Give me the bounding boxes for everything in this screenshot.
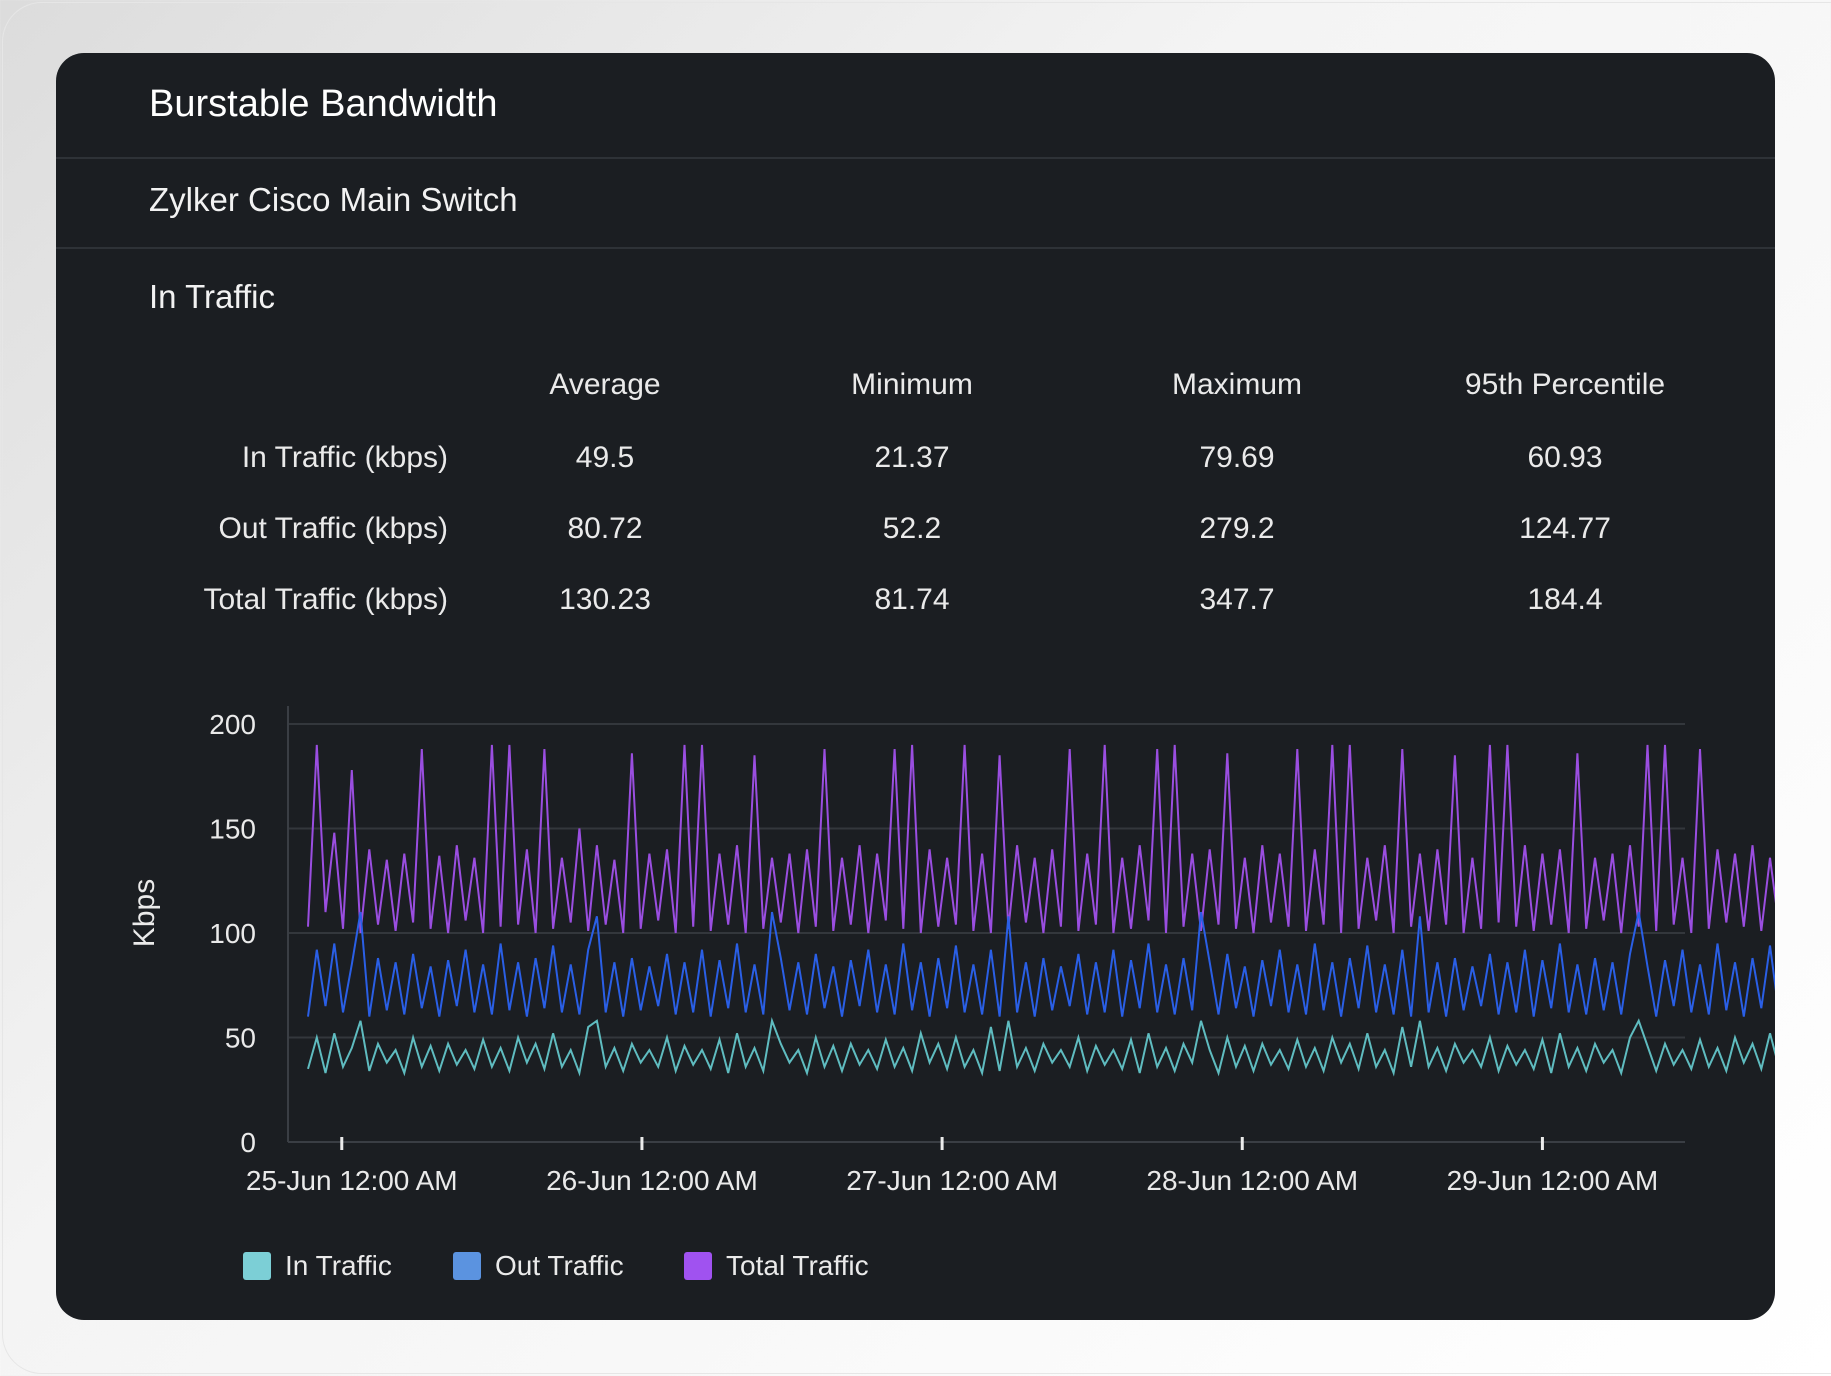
legend-total-traffic[interactable]: Total Traffic xyxy=(684,1250,869,1282)
table-cell: 49.5 xyxy=(575,441,635,474)
device-name: Zylker Cisco Main Switch xyxy=(149,181,518,218)
x-tick-label: 25-Jun 12:00 AM xyxy=(246,1165,458,1196)
series-line-out-traffic xyxy=(307,911,1775,1017)
x-tick-label: 26-Jun 12:00 AM xyxy=(546,1165,758,1196)
table-cell: 81.74 xyxy=(874,583,950,616)
table-cell: 184.4 xyxy=(1527,583,1603,616)
table-cell: 347.7 xyxy=(1199,583,1275,616)
series-line-in-traffic xyxy=(307,1017,1775,1077)
column-header: Minimum xyxy=(851,368,973,401)
traffic-chart: 0 50 100 150 200 25-Jun 12:00 AM 26-Jun 12:00 … xyxy=(128,706,1775,1196)
legend-swatch xyxy=(243,1252,271,1280)
row-label: Total Traffic (kbps) xyxy=(203,583,448,616)
table-cell: 79.69 xyxy=(1199,441,1275,474)
legend-label: Out Traffic xyxy=(495,1250,624,1281)
legend-swatch xyxy=(453,1252,481,1280)
table-cell: 279.2 xyxy=(1199,512,1275,545)
table-cell: 60.93 xyxy=(1527,441,1603,474)
x-tick-label: 27-Jun 12:00 AM xyxy=(846,1165,1058,1196)
table-cell: 124.77 xyxy=(1519,512,1611,545)
table-cell: 52.2 xyxy=(882,512,942,545)
column-header: 95th Percentile xyxy=(1464,368,1666,401)
table-cell: 130.23 xyxy=(559,583,651,616)
divider xyxy=(56,247,1775,249)
legend-in-traffic[interactable]: In Traffic xyxy=(243,1250,392,1282)
table-cell: 80.72 xyxy=(567,512,643,545)
burstable-bandwidth-card: Burstable Bandwidth Zylker Cisco Main Sw… xyxy=(56,53,1775,1320)
card-title: Burstable Bandwidth xyxy=(149,83,498,125)
x-tick-label: 28-Jun 12:00 AM xyxy=(1146,1165,1358,1196)
y-tick-label: 50 xyxy=(225,1023,256,1054)
legend-out-traffic[interactable]: Out Traffic xyxy=(453,1250,624,1282)
column-header: Maximum xyxy=(1171,368,1303,401)
y-tick-label: 100 xyxy=(209,918,256,949)
y-tick-label: 150 xyxy=(209,814,256,845)
divider xyxy=(56,157,1775,159)
y-tick-label: 200 xyxy=(209,709,256,740)
legend-label: In Traffic xyxy=(285,1250,392,1281)
x-tick-label: 29-Jun 12:00 AM xyxy=(1447,1165,1659,1196)
row-label: Out Traffic (kbps) xyxy=(218,512,448,545)
y-tick-label: 0 xyxy=(240,1127,256,1158)
legend-swatch xyxy=(684,1252,712,1280)
y-axis-label: Kbps xyxy=(128,879,161,947)
series-line-total-traffic xyxy=(307,744,1775,934)
legend-label: Total Traffic xyxy=(726,1250,869,1281)
row-label: In Traffic (kbps) xyxy=(241,441,448,474)
column-header: Average xyxy=(549,368,661,401)
section-title: In Traffic xyxy=(149,278,275,315)
table-cell: 21.37 xyxy=(874,441,950,474)
